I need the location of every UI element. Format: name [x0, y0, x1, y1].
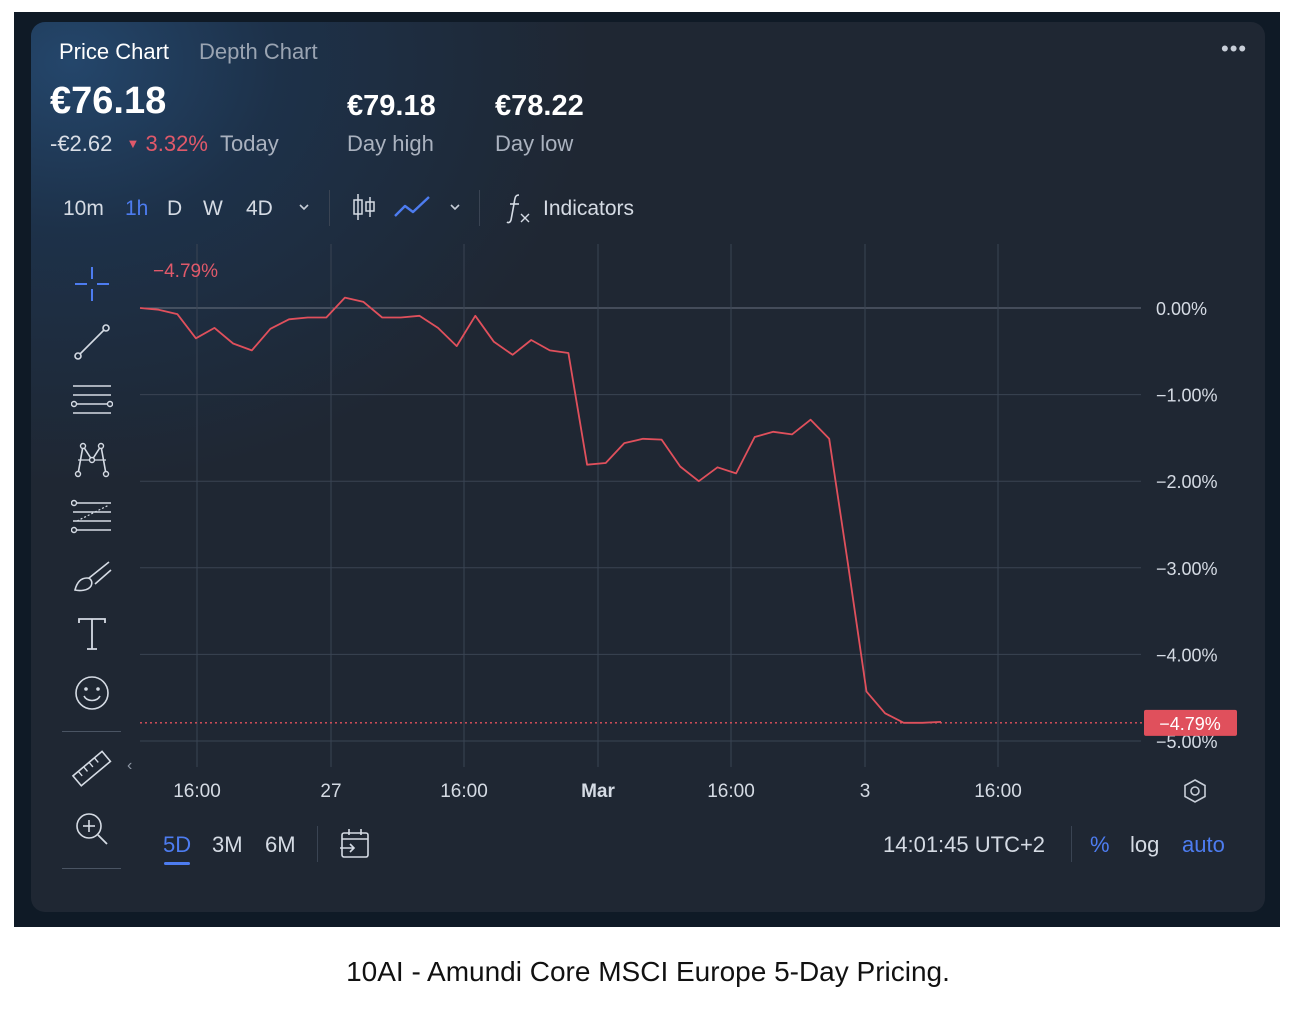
chart-settings-icon[interactable]: [1182, 778, 1208, 809]
interval-1h[interactable]: 1h: [125, 197, 149, 220]
ruler-icon[interactable]: [71, 748, 113, 790]
interval-w[interactable]: W: [203, 197, 223, 220]
range-6m[interactable]: 6M: [265, 832, 296, 857]
change-percent: 3.32%: [145, 131, 208, 156]
bottom-divider: [1071, 826, 1072, 862]
interval-10m[interactable]: 10m: [63, 197, 104, 220]
y-tick-label: −5.00%: [1156, 732, 1218, 752]
day-low-label: Day low: [495, 131, 574, 156]
x-tick-label: 16:00: [440, 781, 488, 802]
change-absolute: -€2.62: [50, 131, 113, 156]
range-5d[interactable]: 5D: [163, 832, 192, 857]
figure-caption: 10AI - Amundi Core MSCI Europe 5-Day Pri…: [346, 956, 950, 987]
x-tick-label: 3: [860, 781, 871, 802]
clock-display: 14:01:45 UTC+2: [883, 832, 1046, 857]
date-range-calendar-icon[interactable]: [338, 827, 372, 866]
y-tick-label: −3.00%: [1156, 559, 1218, 579]
last-value-badge: [1144, 709, 1237, 736]
price-series-line: [139, 296, 942, 724]
y-tick-label: −4.00%: [1156, 645, 1218, 665]
down-triangle-icon: ▼: [126, 136, 140, 151]
day-high-value: €79.18: [347, 90, 436, 122]
fibonacci-icon[interactable]: [71, 499, 113, 535]
zoom-in-icon[interactable]: [73, 810, 111, 848]
day-high-label: Day high: [347, 131, 434, 156]
more-options-icon[interactable]: •••: [1221, 36, 1248, 61]
current-price: €76.18: [50, 80, 167, 122]
y-tick-label: −2.00%: [1156, 472, 1218, 492]
last-value-badge-label: −4.79%: [1159, 714, 1221, 734]
x-tick-label: Mar: [581, 781, 615, 802]
x-tick-label: 16:00: [707, 781, 755, 802]
horizontal-lines-icon[interactable]: [71, 382, 113, 418]
pattern-icon[interactable]: [73, 440, 111, 478]
indicators-button[interactable]: Indicators: [543, 197, 635, 220]
collapse-sidebar-icon[interactable]: ‹: [127, 757, 133, 774]
y-tick-label: 0.00%: [1156, 299, 1207, 319]
active-range-underline: [164, 862, 190, 865]
emoji-icon[interactable]: [73, 674, 111, 712]
x-tick-label: 27: [320, 781, 341, 802]
tab-depth-chart[interactable]: Depth Chart: [199, 39, 318, 64]
x-tick-label: 16:00: [173, 781, 221, 802]
sidebar-divider: [62, 731, 121, 732]
bottom-divider: [317, 826, 318, 862]
day-low-value: €78.22: [495, 90, 584, 122]
sidebar-divider: [62, 868, 121, 869]
interval-d[interactable]: D: [167, 197, 183, 220]
function-icon[interactable]: [505, 192, 533, 229]
auto-scale-toggle[interactable]: auto: [1182, 832, 1225, 857]
toolbar-divider: [479, 190, 480, 226]
percent-toggle[interactable]: %: [1090, 832, 1110, 857]
x-tick-label: 16:00: [974, 781, 1022, 802]
brush-icon[interactable]: [73, 558, 113, 594]
crosshair-icon[interactable]: [73, 265, 111, 303]
price-line-chart[interactable]: 0.00% −1.00% −2.00% −3.00% −4.00% −5.00% 16:0…: [31, 22, 1265, 812]
trend-line-icon[interactable]: [73, 323, 111, 361]
y-tick-label: −1.00%: [1156, 386, 1218, 406]
candlestick-icon[interactable]: [351, 192, 377, 227]
overlay-change-label: −4.79%: [153, 261, 218, 282]
price-chart-panel: Price Chart Depth Chart ••• €76.18 -€2.6…: [31, 22, 1265, 912]
change-period: Today: [220, 131, 279, 156]
interval-chevron-down-icon[interactable]: [297, 200, 311, 219]
text-tool-icon[interactable]: [75, 616, 109, 652]
tab-price-chart[interactable]: Price Chart: [59, 39, 170, 64]
range-3m[interactable]: 3M: [212, 832, 243, 857]
toolbar-divider: [329, 190, 330, 226]
line-chart-icon[interactable]: [393, 194, 433, 225]
log-toggle[interactable]: log: [1130, 832, 1160, 857]
interval-4d[interactable]: 4D: [246, 197, 273, 220]
chart-type-chevron-down-icon[interactable]: [448, 200, 462, 219]
price-change: -€2.62 ▼ 3.32% Today: [50, 131, 279, 157]
